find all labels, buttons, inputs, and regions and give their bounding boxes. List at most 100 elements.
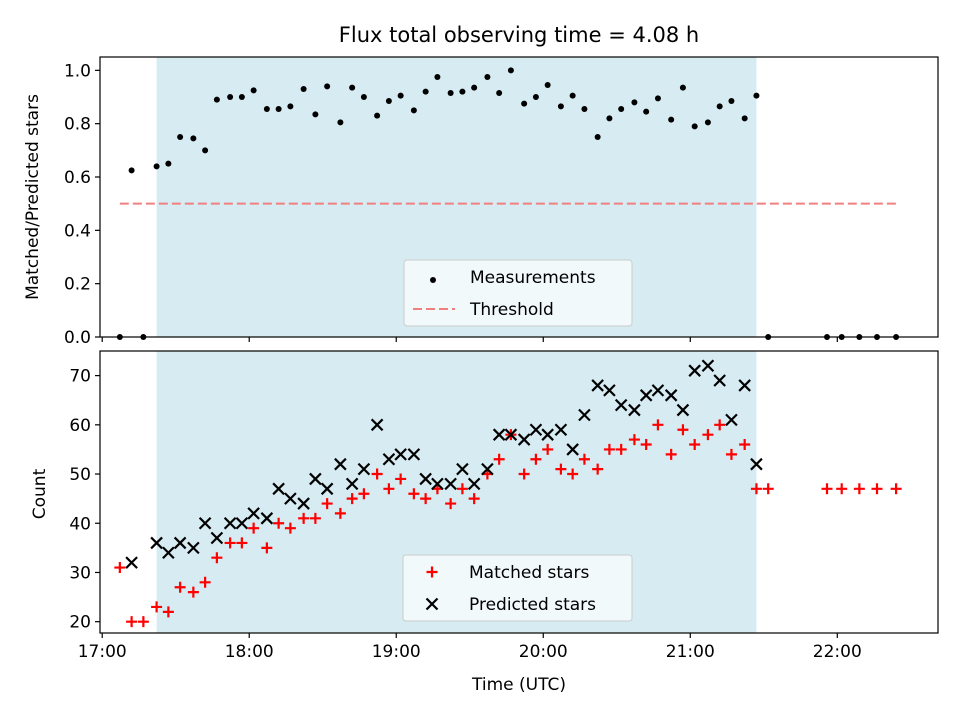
matched-star-marker: [445, 498, 457, 510]
matched-star-marker: [468, 493, 480, 505]
matched-star-marker: [836, 483, 848, 495]
matched-star-marker: [114, 562, 126, 574]
legend-matched-marker: [426, 566, 438, 578]
matched-star-marker: [126, 616, 138, 628]
x-tick-label: 21:00: [666, 642, 715, 662]
measurement-point: [618, 106, 625, 112]
predicted-star-marker: [651, 384, 665, 397]
y-tick-label: 0.2: [64, 275, 91, 295]
predicted-star-marker: [173, 536, 187, 550]
matched-star-marker: [567, 468, 579, 480]
measurement-point: [287, 103, 294, 110]
bottom-panel: 17:00 18:00 19:00 20:00 21:00 22:00 20 30 40 50 60…: [69, 350, 939, 662]
matched-star-marker: [592, 463, 604, 475]
predicted-star-marker: [284, 492, 297, 505]
measurement-point: [312, 111, 319, 118]
legend-box: [403, 259, 633, 327]
measurement-point: [434, 74, 441, 80]
predicted-star-marker: [603, 384, 616, 397]
matched-star-marker: [284, 522, 296, 534]
matched-star-marker: [298, 512, 310, 524]
matched-star-marker: [211, 552, 223, 564]
predicted-star-marker: [628, 403, 641, 417]
legend-label: Matched stars: [469, 563, 589, 583]
measurement-point: [484, 74, 491, 80]
matched-star-marker: [456, 483, 468, 495]
matched-star-marker: [677, 424, 689, 436]
matched-star-marker: [603, 443, 615, 455]
measurement-point: [360, 94, 367, 100]
predicted-star-marker: [382, 452, 396, 466]
measurement-point: [397, 92, 404, 99]
predicted-star-marker: [492, 428, 506, 441]
matched-star-marker: [408, 488, 420, 500]
measurement-point: [631, 99, 638, 106]
predicted-star-marker: [198, 516, 212, 530]
predicted-star-marker: [345, 477, 359, 491]
measurement-point: [447, 90, 454, 96]
predicted-star-marker: [431, 477, 444, 491]
matched-star-marker: [652, 419, 664, 431]
predicted-star-marker: [738, 379, 751, 392]
predicted-star-marker: [320, 482, 334, 496]
legend-label: Measurements: [470, 268, 596, 288]
predicted-star-marker: [235, 516, 249, 530]
matched-star-marker: [714, 419, 726, 431]
predicted-star-marker: [725, 413, 738, 427]
predicted-star-marker: [162, 546, 175, 560]
chart-title: Flux total observing time = 4.08 h: [339, 23, 699, 47]
measurement-point: [459, 88, 466, 95]
predicted-star-marker: [334, 457, 347, 471]
predicted-star-marker: [701, 359, 715, 373]
predicted-star-marker: [456, 462, 469, 476]
top-panel: 0.0 0.2 0.4 0.6 0.8 1.0 Measurements Threshold: [64, 56, 939, 348]
measurement-point: [238, 94, 245, 100]
predicted-star-marker: [541, 428, 554, 441]
predicted-star-marker: [357, 462, 371, 476]
measurement-point: [128, 167, 135, 174]
predicted-star-marker: [210, 531, 224, 545]
plot-frame: [99, 56, 939, 338]
x-tick-label: 18:00: [225, 642, 274, 662]
matched-star-marker: [665, 448, 677, 460]
y-tick-label: 1.0: [64, 61, 91, 81]
predicted-star-marker: [297, 497, 310, 510]
matched-star-marker: [420, 493, 432, 505]
matched-star-marker: [821, 483, 833, 495]
measurement-point: [385, 98, 392, 104]
y-tick-label: 0.8: [64, 115, 91, 135]
y-axis-label-top: Matched/Predicted stars: [23, 94, 43, 300]
predicted-star-marker: [444, 477, 457, 491]
measurement-point: [704, 119, 711, 126]
matched-star-marker: [321, 498, 333, 510]
predicted-star-marker: [591, 379, 604, 392]
y-tick-label: 50: [69, 465, 91, 485]
measurement-point: [177, 134, 184, 140]
matched-star-marker: [542, 443, 554, 455]
matched-star-marker: [739, 439, 751, 451]
predicted-star-marker: [407, 448, 421, 461]
predicted-star-marker: [676, 403, 690, 417]
measurement-point: [741, 115, 748, 122]
matched-star-marker: [187, 586, 199, 598]
predicted-star-marker: [713, 374, 726, 387]
predicted-star-marker: [688, 364, 701, 377]
measurement-point: [496, 90, 503, 96]
legend-box: [402, 554, 633, 622]
matched-star-marker: [555, 463, 567, 475]
measurement-point: [643, 108, 650, 115]
matched-star-marker: [273, 517, 285, 529]
measurement-point: [471, 84, 478, 91]
predicted-star-marker: [517, 433, 531, 446]
matched-star-marker: [199, 576, 211, 588]
predicted-star-marker: [504, 428, 518, 441]
predicted-star-marker: [639, 389, 653, 402]
measurement-point: [190, 135, 197, 142]
matched-star-marker: [689, 439, 701, 451]
measurement-point: [153, 163, 160, 170]
predicted-star-marker: [309, 472, 322, 486]
matched-star-marker: [890, 483, 902, 495]
measurement-point: [679, 84, 686, 91]
matched-star-marker: [493, 453, 505, 465]
